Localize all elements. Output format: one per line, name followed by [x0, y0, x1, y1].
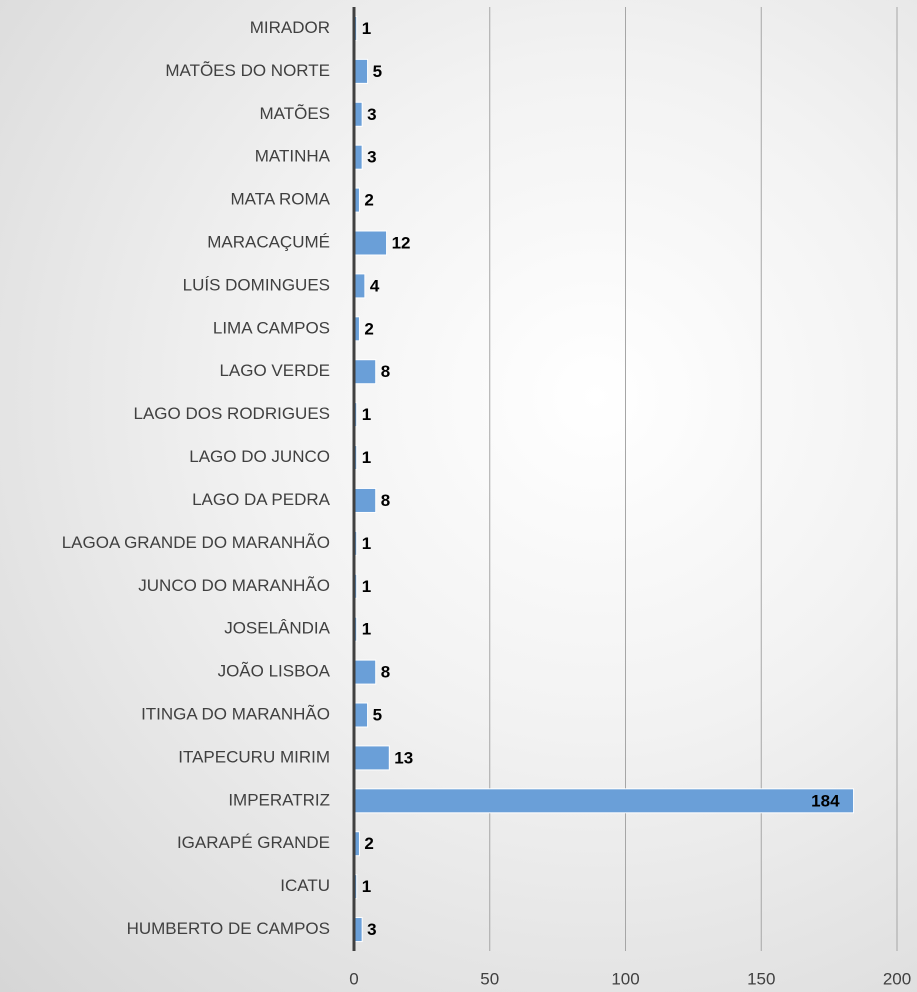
y-tick-label: JUNCO DO MARANHÃO — [138, 576, 330, 595]
y-tick-label: IGARAPÉ GRANDE — [177, 833, 330, 852]
value-label: 1 — [362, 620, 371, 639]
value-label: 8 — [381, 663, 390, 682]
x-tick-label: 0 — [349, 969, 358, 988]
y-tick-label: LAGO VERDE — [219, 361, 330, 380]
y-tick-label: HUMBERTO DE CAMPOS — [127, 919, 330, 938]
y-tick-label: LAGOA GRANDE DO MARANHÃO — [62, 533, 330, 552]
x-tick-label: 100 — [611, 969, 639, 988]
value-label: 1 — [362, 405, 371, 424]
x-tick-label: 150 — [747, 969, 775, 988]
bar — [353, 745, 390, 771]
value-label: 1 — [362, 577, 371, 596]
y-tick-label: JOÃO LISBOA — [218, 662, 331, 681]
y-tick-label: ICATU — [280, 876, 330, 895]
value-label: 4 — [370, 276, 380, 295]
y-tick-label: LAGO DA PEDRA — [192, 490, 331, 509]
y-tick-label: MATÕES — [259, 104, 330, 123]
value-label: 184 — [811, 791, 840, 810]
y-tick-label: LAGO DO JUNCO — [189, 447, 330, 466]
value-label: 1 — [362, 448, 371, 467]
y-tick-label: IMPERATRIZ — [228, 790, 330, 809]
x-tick-label: 200 — [883, 969, 911, 988]
value-label: 1 — [362, 534, 371, 553]
bar — [353, 659, 377, 685]
value-label: 5 — [373, 705, 382, 724]
y-tick-label: LUÍS DOMINGUES — [183, 275, 330, 294]
value-label: 2 — [364, 319, 373, 338]
value-label: 3 — [367, 148, 376, 167]
y-tick-label: MATÕES DO NORTE — [165, 61, 330, 80]
value-label: 12 — [392, 233, 411, 252]
value-label: 2 — [364, 834, 373, 853]
y-tick-label: MIRADOR — [250, 18, 330, 37]
value-label: 13 — [394, 748, 413, 767]
y-tick-label: ITAPECURU MIRIM — [178, 747, 330, 766]
y-tick-label: LAGO DOS RODRIGUES — [134, 404, 330, 423]
y-tick-label: MATINHA — [255, 147, 331, 166]
value-label: 3 — [367, 920, 376, 939]
y-tick-label: JOSELÂNDIA — [224, 619, 330, 638]
value-label: 2 — [364, 191, 373, 210]
value-label: 3 — [367, 105, 376, 124]
value-label: 5 — [373, 62, 382, 81]
y-tick-label: MARACAÇUMÉ — [207, 232, 330, 251]
x-tick-label: 50 — [480, 969, 499, 988]
value-label: 8 — [381, 362, 390, 381]
y-tick-label: LIMA CAMPOS — [213, 318, 330, 337]
bar — [353, 487, 377, 513]
bar — [353, 359, 377, 385]
bar — [353, 273, 366, 299]
y-tick-label: MATA ROMA — [231, 190, 331, 209]
bar — [353, 702, 369, 728]
y-tick-label: ITINGA DO MARANHÃO — [141, 704, 330, 723]
value-label: 8 — [381, 491, 390, 510]
bar — [353, 230, 388, 256]
value-label: 1 — [362, 877, 371, 896]
bar — [353, 58, 369, 84]
bar — [353, 788, 855, 814]
value-label: 1 — [362, 19, 371, 38]
